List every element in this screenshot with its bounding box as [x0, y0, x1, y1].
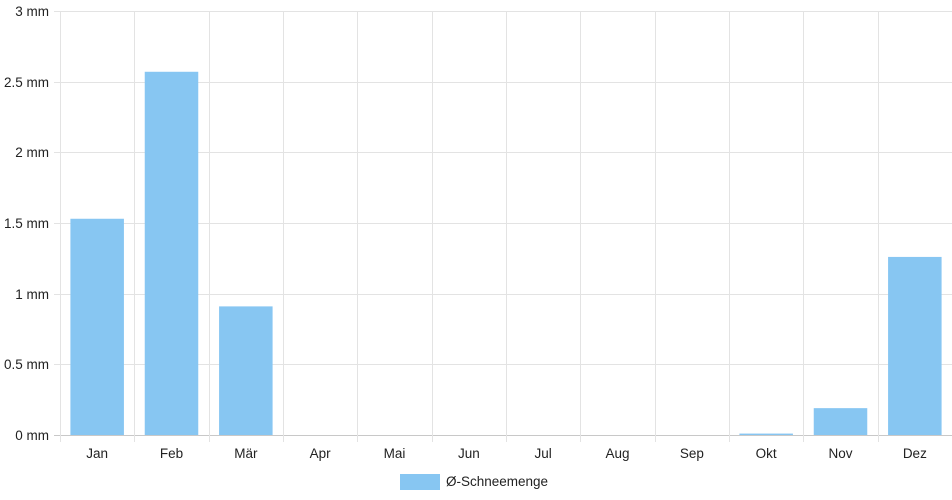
- x-tick-label: Mär: [234, 446, 258, 461]
- x-tick-label: Apr: [310, 446, 332, 461]
- x-tick-label: Aug: [605, 446, 629, 461]
- x-tick-label: Jan: [86, 446, 108, 461]
- y-tick-label: 1.5 mm: [4, 216, 49, 231]
- legend-swatch: [400, 474, 440, 490]
- bar[interactable]: [70, 218, 124, 435]
- bar[interactable]: [219, 306, 273, 435]
- y-axis: 0 mm 0.5 mm 1 mm 1.5 mm 2 mm 2.5 mm 3 mm: [4, 4, 49, 443]
- y-tick-label: 2.5 mm: [4, 75, 49, 90]
- x-tick-label: Okt: [756, 446, 777, 461]
- x-tick-label: Jul: [535, 446, 552, 461]
- bar-series: [70, 71, 942, 436]
- legend[interactable]: Ø-Schneemenge: [400, 474, 548, 490]
- x-tick-label: Nov: [828, 446, 852, 461]
- x-tick-label: Mai: [384, 446, 406, 461]
- y-tick-label: 3 mm: [15, 4, 49, 19]
- y-tick-label: 0 mm: [15, 428, 49, 443]
- bar[interactable]: [888, 256, 942, 435]
- y-tick-label: 2 mm: [15, 145, 49, 160]
- y-tick-label: 0.5 mm: [4, 357, 49, 372]
- bar[interactable]: [739, 433, 793, 435]
- bar[interactable]: [144, 71, 199, 436]
- x-tick-label: Jun: [458, 446, 480, 461]
- x-tick-label: Dez: [903, 446, 927, 461]
- bar[interactable]: [813, 408, 868, 435]
- grid: [54, 11, 952, 442]
- legend-label: Ø-Schneemenge: [446, 474, 548, 489]
- y-tick-label: 1 mm: [15, 287, 49, 302]
- x-tick-label: Sep: [680, 446, 704, 461]
- x-axis: Jan Feb Mär Apr Mai Jun Jul Aug Sep Okt Nov Dez: [86, 446, 927, 461]
- x-tick-label: Feb: [160, 446, 183, 461]
